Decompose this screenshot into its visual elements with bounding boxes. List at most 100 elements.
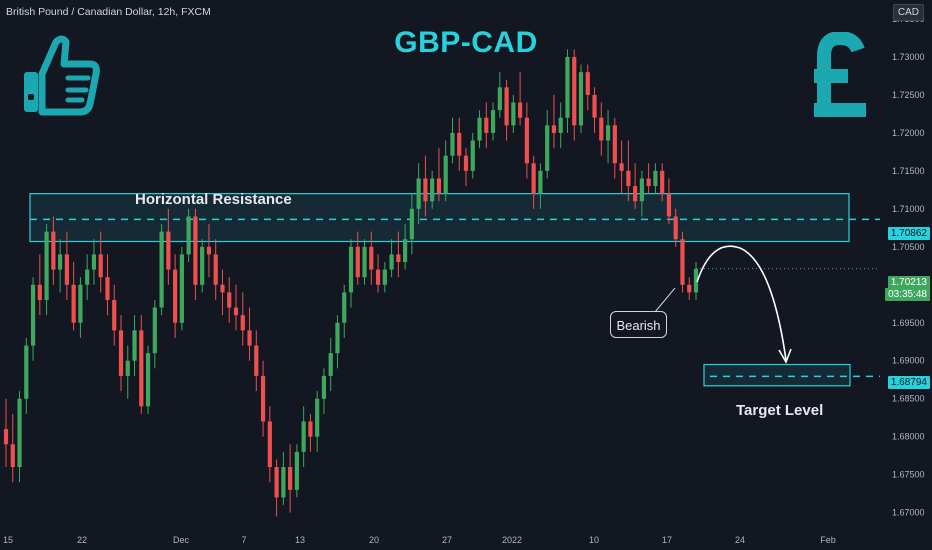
candle-body <box>578 72 584 126</box>
candle-body <box>118 330 124 376</box>
y-tick-label: 1.68000 <box>892 432 925 442</box>
candle-body <box>673 216 678 240</box>
candle-body <box>375 269 381 285</box>
candle-body <box>443 155 448 194</box>
candle-body <box>112 299 117 331</box>
candle-body <box>98 254 103 278</box>
candle-body <box>91 254 97 270</box>
candle-body <box>240 315 245 331</box>
candle-body <box>477 117 482 141</box>
target-zone <box>703 363 851 387</box>
callout-pointer <box>654 287 676 313</box>
candle-body <box>186 216 191 255</box>
candle-body <box>450 132 455 156</box>
candle-body <box>605 125 611 141</box>
candle-body <box>3 429 9 445</box>
candle-body <box>585 72 590 95</box>
candle-body <box>646 178 651 187</box>
candle-body <box>463 155 469 171</box>
candle-body <box>30 284 36 346</box>
candle-body <box>369 246 374 270</box>
candle-body <box>524 117 529 164</box>
candle-body <box>342 292 347 323</box>
candle-body <box>666 193 672 217</box>
candle-body <box>633 186 638 202</box>
x-tick-label: 13 <box>295 535 305 545</box>
candle-body <box>288 467 293 490</box>
candle-body <box>504 87 509 126</box>
candle-body <box>626 170 631 187</box>
candle-body <box>51 231 56 270</box>
candle-body <box>653 170 658 187</box>
candle-body <box>403 239 408 262</box>
chart-title: GBP-CAD <box>394 26 538 59</box>
candle-body <box>64 254 69 285</box>
candle-body <box>105 277 110 300</box>
candle-body <box>166 231 171 270</box>
x-tick-label: 10 <box>589 535 599 545</box>
candle-body <box>518 102 523 118</box>
candle-body <box>10 444 15 468</box>
target-label: Target Level <box>736 402 824 419</box>
candle-body <box>484 117 489 133</box>
candle-body <box>396 254 401 262</box>
candle-body <box>612 125 617 164</box>
candle-body <box>125 360 130 376</box>
candle-body <box>335 322 340 354</box>
countdown-tag: 03:35:48 <box>885 288 930 301</box>
currency-badge[interactable]: CAD <box>892 4 924 21</box>
thumbs-up-icon <box>18 34 102 118</box>
candle-body <box>409 208 414 240</box>
candle-body <box>44 231 49 300</box>
candle-body <box>308 421 313 437</box>
candle-body <box>687 284 692 293</box>
candle-body <box>565 56 570 118</box>
candle-body <box>423 178 428 202</box>
y-tick-label: 1.69500 <box>892 318 925 328</box>
x-tick-label: 27 <box>442 535 452 545</box>
candle-body <box>619 163 624 171</box>
candle-body <box>551 125 557 133</box>
candle-body <box>348 246 354 293</box>
candle-body <box>531 163 536 194</box>
y-tick-label: 1.69000 <box>892 356 925 366</box>
candle-body <box>680 239 685 285</box>
y-tick-label: 1.67000 <box>892 508 925 518</box>
candle-body <box>58 254 63 270</box>
candle-body <box>71 284 76 323</box>
candle-body <box>200 246 205 285</box>
candle-body <box>639 178 644 202</box>
projection-arrow <box>696 245 787 361</box>
candle-body <box>24 345 29 399</box>
candle-body <box>159 231 164 308</box>
candle-body <box>355 246 360 278</box>
y-tick-label: 1.72500 <box>892 90 925 100</box>
candle-body <box>599 117 604 141</box>
candle-body <box>497 87 502 111</box>
candle-body <box>139 330 144 407</box>
x-tick-label: 2022 <box>502 535 522 545</box>
y-tick-label: 1.68500 <box>892 394 925 404</box>
x-tick-label: Dec <box>173 535 190 545</box>
candle-body <box>362 246 367 278</box>
x-tick-label: 7 <box>241 535 246 545</box>
y-tick-label: 1.72000 <box>892 128 925 138</box>
bearish-callout: Bearish <box>610 311 667 338</box>
candle-body <box>213 254 218 285</box>
pound-sign-icon <box>810 31 870 118</box>
candle-body <box>321 375 327 399</box>
y-tick-label: 1.67500 <box>892 470 925 480</box>
candle-body <box>511 102 516 126</box>
candle-body <box>220 284 225 293</box>
candle-body <box>132 330 137 361</box>
candle-body <box>436 178 442 194</box>
candle-body <box>85 269 90 285</box>
resistance-label: Horizontal Resistance <box>135 191 292 208</box>
candle-body <box>173 269 178 323</box>
candle-body <box>294 451 299 490</box>
candle-body <box>389 254 394 270</box>
candle-body <box>233 307 239 316</box>
candle-body <box>470 140 475 171</box>
